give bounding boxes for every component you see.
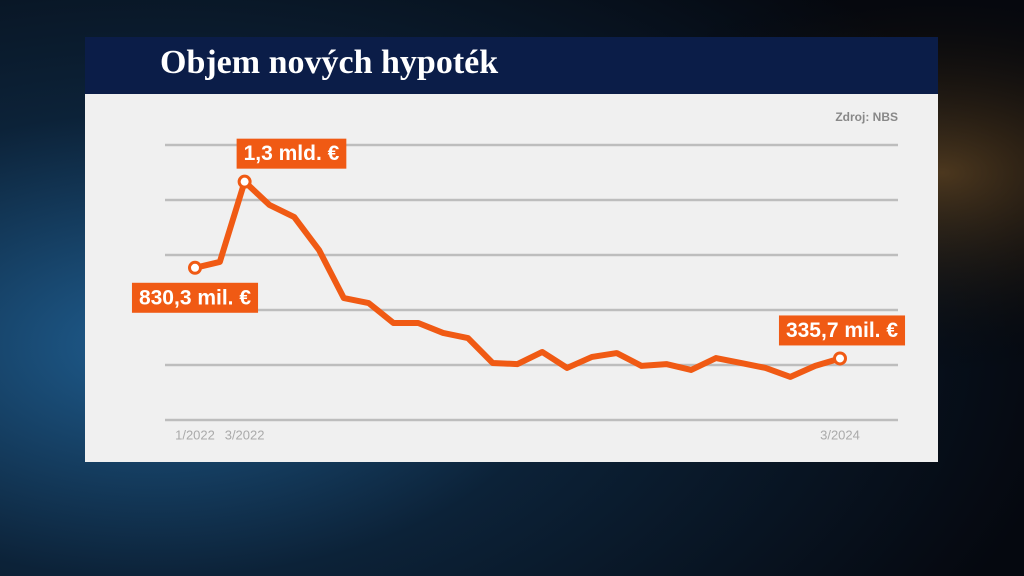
value-label: 335,7 mil. € <box>786 319 898 342</box>
label-box <box>778 315 906 346</box>
label-box <box>131 282 259 313</box>
chart-title: Objem nových hypoték <box>160 44 498 81</box>
x-tick-label: 1/2022 <box>175 427 215 442</box>
source: Zdroj: NBS <box>835 110 898 124</box>
point-marker <box>237 174 252 189</box>
x-tick-label: 3/2022 <box>225 427 265 442</box>
value-label: 830,3 mil. € <box>139 286 251 309</box>
label-box <box>236 138 347 169</box>
plot-panel <box>85 94 938 462</box>
data-line <box>192 178 843 380</box>
x-tick-label: 3/2024 <box>820 427 860 442</box>
title-bar <box>85 37 938 94</box>
value-label: 1,3 mld. € <box>244 142 340 165</box>
point-marker <box>188 260 202 275</box>
point-marker <box>833 351 847 366</box>
